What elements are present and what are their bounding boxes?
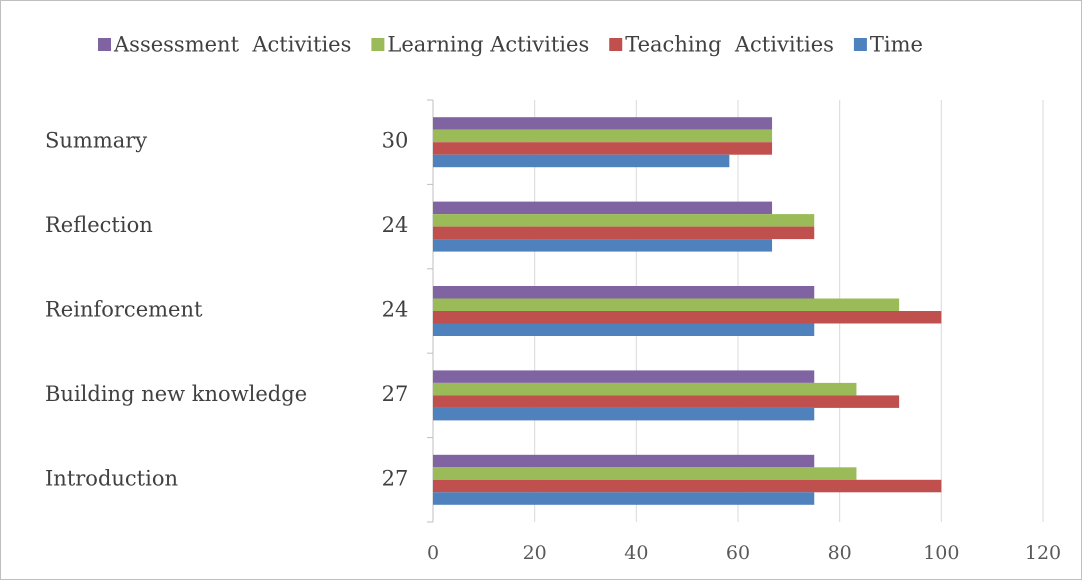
y-tick-label: Reflection <box>45 213 153 237</box>
legend-swatch <box>371 38 385 51</box>
bar <box>433 201 773 215</box>
y-tick-sublabel: 27 <box>382 466 409 490</box>
bar <box>433 142 773 155</box>
y-tick-sublabel: 30 <box>382 129 409 153</box>
legend-label: Time <box>870 33 923 57</box>
legend-swatch <box>609 38 623 51</box>
bar <box>433 286 815 299</box>
x-tick-label: 60 <box>726 542 750 564</box>
x-tick-label: 40 <box>624 542 648 564</box>
legend-label: Teaching Activities <box>625 33 834 57</box>
bar <box>433 467 857 480</box>
bar <box>433 323 815 336</box>
bar <box>433 382 857 396</box>
bar <box>433 214 815 227</box>
y-tick-sublabel: 27 <box>382 382 409 406</box>
x-tick-label: 20 <box>523 542 547 564</box>
legend-label: Assessment Activities <box>113 33 351 57</box>
bar <box>433 395 900 408</box>
bar <box>433 239 773 252</box>
bar <box>433 298 900 311</box>
y-tick-label: Building new knowledge <box>45 382 307 406</box>
y-tick-label: Summary <box>45 129 147 153</box>
bar <box>433 407 815 421</box>
bar <box>433 154 730 168</box>
bar <box>433 370 815 383</box>
x-tick-label: 120 <box>1025 542 1061 564</box>
x-tick-label: 0 <box>427 542 439 564</box>
legend-label: Learning Activities <box>387 33 589 57</box>
bar <box>433 454 815 468</box>
y-tick-label: Reinforcement <box>45 298 203 322</box>
bar <box>433 311 942 324</box>
y-tick-sublabel: 24 <box>382 213 409 237</box>
bar <box>433 226 815 240</box>
legend-swatch <box>98 38 111 51</box>
y-tick-sublabel: 24 <box>382 298 409 322</box>
bar <box>433 117 773 130</box>
legend-swatch <box>853 38 867 51</box>
y-tick-label: Introduction <box>45 466 178 490</box>
x-tick-label: 80 <box>828 542 852 564</box>
bar <box>433 479 942 493</box>
bar <box>433 492 815 505</box>
bar <box>433 129 773 143</box>
x-tick-label: 100 <box>923 542 959 564</box>
